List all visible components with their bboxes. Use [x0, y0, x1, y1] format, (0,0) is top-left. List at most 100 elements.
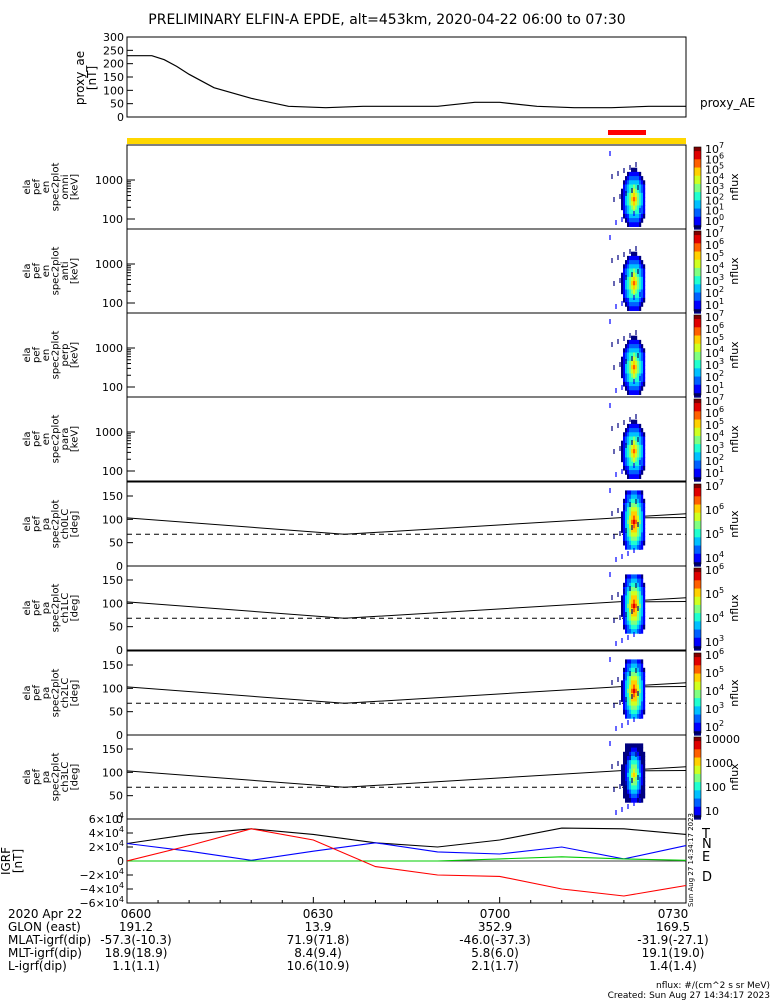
colorbar-cell: [694, 290, 701, 294]
spec-pixel: [627, 777, 630, 782]
spec-pixel: [627, 365, 630, 370]
spec-pixel: [633, 743, 636, 749]
colorbar-tick-label: 105: [705, 162, 724, 177]
colorbar-cell: [694, 208, 701, 212]
spec-pixel: [623, 381, 626, 387]
colorbar-cell: [694, 484, 701, 487]
colorbar-cell: [694, 708, 701, 712]
spec-pixel: [625, 365, 628, 370]
spec-pixel: [637, 344, 640, 349]
spec-pixel: [623, 768, 626, 774]
spec-pixel: [631, 453, 634, 458]
spec-pixel: [625, 503, 628, 508]
spec-pixel: [637, 582, 640, 588]
spec-pixel: [625, 772, 628, 778]
spec-pixel: [639, 524, 642, 529]
colorbar-cell: [694, 637, 701, 641]
spec-pixel: [623, 276, 626, 282]
spec-pixel: [621, 612, 624, 617]
spec-pixel: [631, 676, 634, 681]
spec-pixel: [621, 453, 624, 458]
spec-pixel: [621, 684, 624, 690]
colorbar-cell: [694, 582, 701, 586]
spec-pixel: [639, 532, 642, 538]
spec-pixel: [639, 180, 642, 185]
spec-pixel: [625, 591, 628, 596]
spec-pixel: [641, 260, 644, 265]
spec-pixel: [625, 798, 628, 803]
spec-pixel: [633, 470, 636, 475]
spec-pixel: [641, 676, 644, 681]
spec-pixel: [635, 264, 638, 269]
spec-pixel: [635, 428, 638, 433]
spec-pixel: [637, 751, 640, 757]
colorbar-cell: [694, 267, 701, 271]
spec-pixel: [631, 624, 634, 630]
colorbar-cell: [694, 421, 701, 425]
colorbar-cell: [694, 749, 701, 752]
colorbar-cell: [694, 188, 701, 191]
loss-cone-line: [126, 682, 687, 704]
proxy-ae-ytick-label: 200: [103, 58, 124, 71]
spec-pixel: [627, 751, 630, 757]
proxy-ae-ytick-label: 50: [110, 98, 124, 111]
spec-ylabel: pef: [32, 263, 43, 280]
spec-pixel: [623, 209, 626, 215]
colorbar-tick-label: 103: [705, 273, 724, 288]
spec-pixel: [627, 772, 630, 778]
spec-pixel: [643, 205, 646, 211]
spec-pixel: [621, 599, 624, 605]
spec-pixel: [627, 595, 630, 601]
spec-pixel: [643, 599, 646, 605]
colorbar-cell: [694, 378, 701, 382]
spec-pixel: [637, 515, 640, 521]
spec-pixel: [633, 335, 636, 341]
spec-pixel: [643, 582, 646, 588]
colorbar-cell: [694, 755, 701, 759]
spec-pixel: [635, 693, 638, 698]
spec-pixel: [643, 616, 646, 622]
spec-pixel: [641, 743, 644, 749]
colorbar-cell: [694, 335, 701, 339]
colorbar-cell: [694, 427, 701, 431]
spec-pixel: [633, 432, 636, 437]
spec-pixel: [637, 423, 640, 429]
spec-pixel: [635, 348, 638, 353]
spec-pixel: [637, 369, 640, 374]
spec-pixel: [629, 532, 632, 538]
colorbar-cell: [694, 537, 701, 540]
colorbar-frame: [693, 230, 702, 312]
spec-pixel: [627, 714, 630, 719]
colorbar-cell: [694, 462, 701, 466]
spec-pixel: [637, 465, 640, 471]
spec-pixel: [635, 373, 638, 379]
colorbar-cell: [694, 590, 701, 594]
spec-pixel: [625, 428, 628, 433]
spec-pixel: [631, 781, 634, 786]
spec-pixel: [641, 176, 644, 181]
spec-pixel: [643, 587, 646, 592]
spec-pixel: [635, 756, 638, 761]
spec-pixel: [635, 272, 638, 278]
spec-pixel: [635, 297, 638, 303]
spec-ylabel: pa: [41, 602, 52, 614]
spec-pixel: [641, 440, 644, 446]
spec-pixel: [633, 449, 636, 454]
colorbar-tick-label: 100: [705, 213, 724, 228]
colorbar-cell: [694, 464, 701, 468]
spec-pixel: [625, 490, 628, 496]
colorbar-cell: [694, 598, 701, 602]
colorbar-cell: [694, 247, 701, 251]
spec-pixel: [641, 519, 644, 525]
colorbar-cell: [694, 578, 701, 581]
spec-pixel: [637, 339, 640, 345]
spec-pixel: [631, 474, 634, 479]
colorbar-cell: [694, 173, 701, 177]
colorbar-cell: [694, 765, 701, 769]
spec-pixel: [623, 205, 626, 211]
colorbar-cell: [694, 486, 701, 489]
spec-pixel: [627, 693, 630, 698]
spec-pixel: [623, 461, 626, 467]
spec-pixel: [641, 432, 644, 437]
spec-pixel: [629, 289, 632, 295]
